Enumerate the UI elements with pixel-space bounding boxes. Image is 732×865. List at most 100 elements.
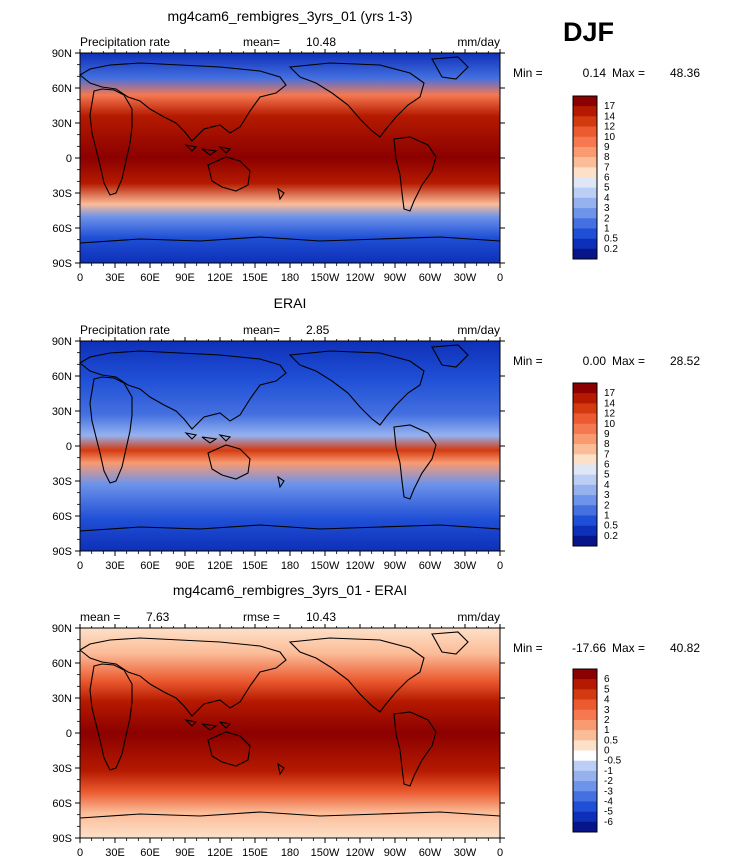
colorbar-label: 17	[604, 388, 616, 399]
x-tick-label: 0	[77, 560, 83, 572]
colorbar-swatch	[573, 393, 597, 404]
x-tick-label: 0	[77, 272, 83, 284]
x-tick-label: 0	[497, 272, 503, 284]
colorbar-swatch	[573, 535, 597, 547]
x-tick-label: 30E	[105, 847, 125, 859]
max-label: Max =	[612, 641, 645, 655]
x-tick-label: 30W	[454, 847, 477, 859]
colorbar-swatch	[573, 146, 597, 158]
colorbar-label: 3	[604, 705, 610, 716]
colorbar-swatch	[573, 116, 597, 127]
colorbar-label: -5	[604, 807, 613, 818]
x-tick-label: 150W	[311, 560, 340, 572]
colorbar-swatch	[573, 525, 597, 537]
min-label: Min =	[513, 66, 543, 80]
colorbar-label: 8	[604, 152, 610, 163]
y-tick-label: 90S	[52, 258, 72, 270]
panel-3: mg4cam6_rembigres_3yrs_01 - ERAI mean = 7.…	[52, 582, 701, 859]
x-tick-label: 180	[281, 272, 299, 284]
colorbar-label: 8	[604, 439, 610, 450]
colorbar-swatch	[573, 403, 597, 414]
x-tick-label: 0	[77, 847, 83, 859]
max-value: 48.36	[670, 66, 700, 80]
colorbar-swatch	[573, 505, 597, 516]
y-tick-label: 60S	[52, 511, 72, 523]
colorbar-swatch	[573, 750, 597, 761]
center-stat-label: rmse =	[243, 610, 280, 624]
colorbar-frame	[572, 382, 598, 547]
x-tick-label: 150E	[242, 560, 268, 572]
colorbar-swatch	[573, 781, 597, 792]
colorbar-swatch	[573, 177, 597, 188]
colorbar-swatch	[573, 515, 597, 526]
center-stat-value: 2.85	[306, 323, 330, 337]
x-tick-label: 0	[497, 847, 503, 859]
x-tick-label: 180	[281, 560, 299, 572]
x-tick-label: 0	[497, 560, 503, 572]
y-tick-label: 60N	[52, 83, 72, 95]
precip-field	[80, 53, 500, 263]
panel-1: mg4cam6_rembigres_3yrs_01 (yrs 1-3) Preci…	[52, 8, 701, 284]
colorbar-swatch	[573, 413, 597, 425]
min-value: 0.14	[583, 66, 607, 80]
panel-title: ERAI	[274, 295, 307, 311]
colorbar-label: 0	[604, 746, 610, 757]
units-label: mm/day	[457, 323, 500, 337]
colorbar-label: 10	[604, 419, 616, 430]
colorbar-label: 10	[604, 132, 616, 143]
y-tick-label: 60N	[52, 658, 72, 670]
colorbar-swatch	[573, 770, 597, 782]
colorbar-swatch	[573, 791, 597, 802]
x-tick-label: 90W	[384, 560, 407, 572]
max-value: 40.82	[670, 641, 700, 655]
y-tick-label: 90N	[52, 336, 72, 348]
colorbar-label: 1	[604, 725, 610, 736]
center-stat-value: 10.43	[306, 610, 336, 624]
colorbar-label: 3	[604, 203, 610, 214]
colorbar-label: 9	[604, 142, 610, 153]
colorbar-label: 14	[604, 111, 616, 122]
units-label: mm/day	[457, 35, 500, 49]
colorbar-label: 4	[604, 480, 610, 491]
colorbar-label: 12	[604, 122, 616, 133]
y-tick-label: 60S	[52, 223, 72, 235]
colorbar-label: 2	[604, 715, 610, 726]
colorbar-swatch	[573, 106, 597, 117]
colorbar-label: 9	[604, 429, 610, 440]
colorbar-label: 0.2	[604, 244, 618, 255]
x-tick-label: 150W	[311, 847, 340, 859]
x-tick-label: 120W	[346, 560, 375, 572]
colorbar-swatch	[573, 228, 597, 239]
x-tick-label: 120W	[346, 272, 375, 284]
colorbar-swatch	[573, 801, 597, 812]
colorbar-swatch	[573, 679, 597, 690]
x-tick-label: 60E	[140, 560, 160, 572]
x-tick-label: 90E	[175, 272, 195, 284]
colorbar-swatch	[573, 740, 597, 751]
max-label: Max =	[612, 66, 645, 80]
colorbar-label: 0.5	[604, 521, 618, 532]
colorbar-swatch	[573, 689, 597, 700]
x-tick-label: 60W	[419, 560, 442, 572]
mean-value: 7.63	[146, 610, 170, 624]
x-tick-label: 30W	[454, 272, 477, 284]
y-tick-label: 0	[66, 441, 72, 453]
x-tick-label: 30E	[105, 560, 125, 572]
x-tick-label: 90E	[175, 847, 195, 859]
colorbar-swatch	[573, 157, 597, 168]
colorbar-swatch	[573, 423, 597, 435]
colorbar-swatch	[573, 454, 597, 465]
variable-label: Precipitation rate	[80, 35, 170, 49]
colorbar-label: 1	[604, 223, 610, 234]
y-tick-label: 60S	[52, 798, 72, 810]
min-label: Min =	[513, 354, 543, 368]
min-value: 0.00	[583, 354, 607, 368]
panels: mg4cam6_rembigres_3yrs_01 (yrs 1-3) Preci…	[52, 8, 701, 859]
colorbar-label: 12	[604, 409, 616, 420]
colorbar-swatch	[573, 136, 597, 148]
y-tick-label: 30S	[52, 476, 72, 488]
y-tick-label: 0	[66, 728, 72, 740]
x-tick-label: 60E	[140, 272, 160, 284]
y-tick-label: 30N	[52, 406, 72, 418]
